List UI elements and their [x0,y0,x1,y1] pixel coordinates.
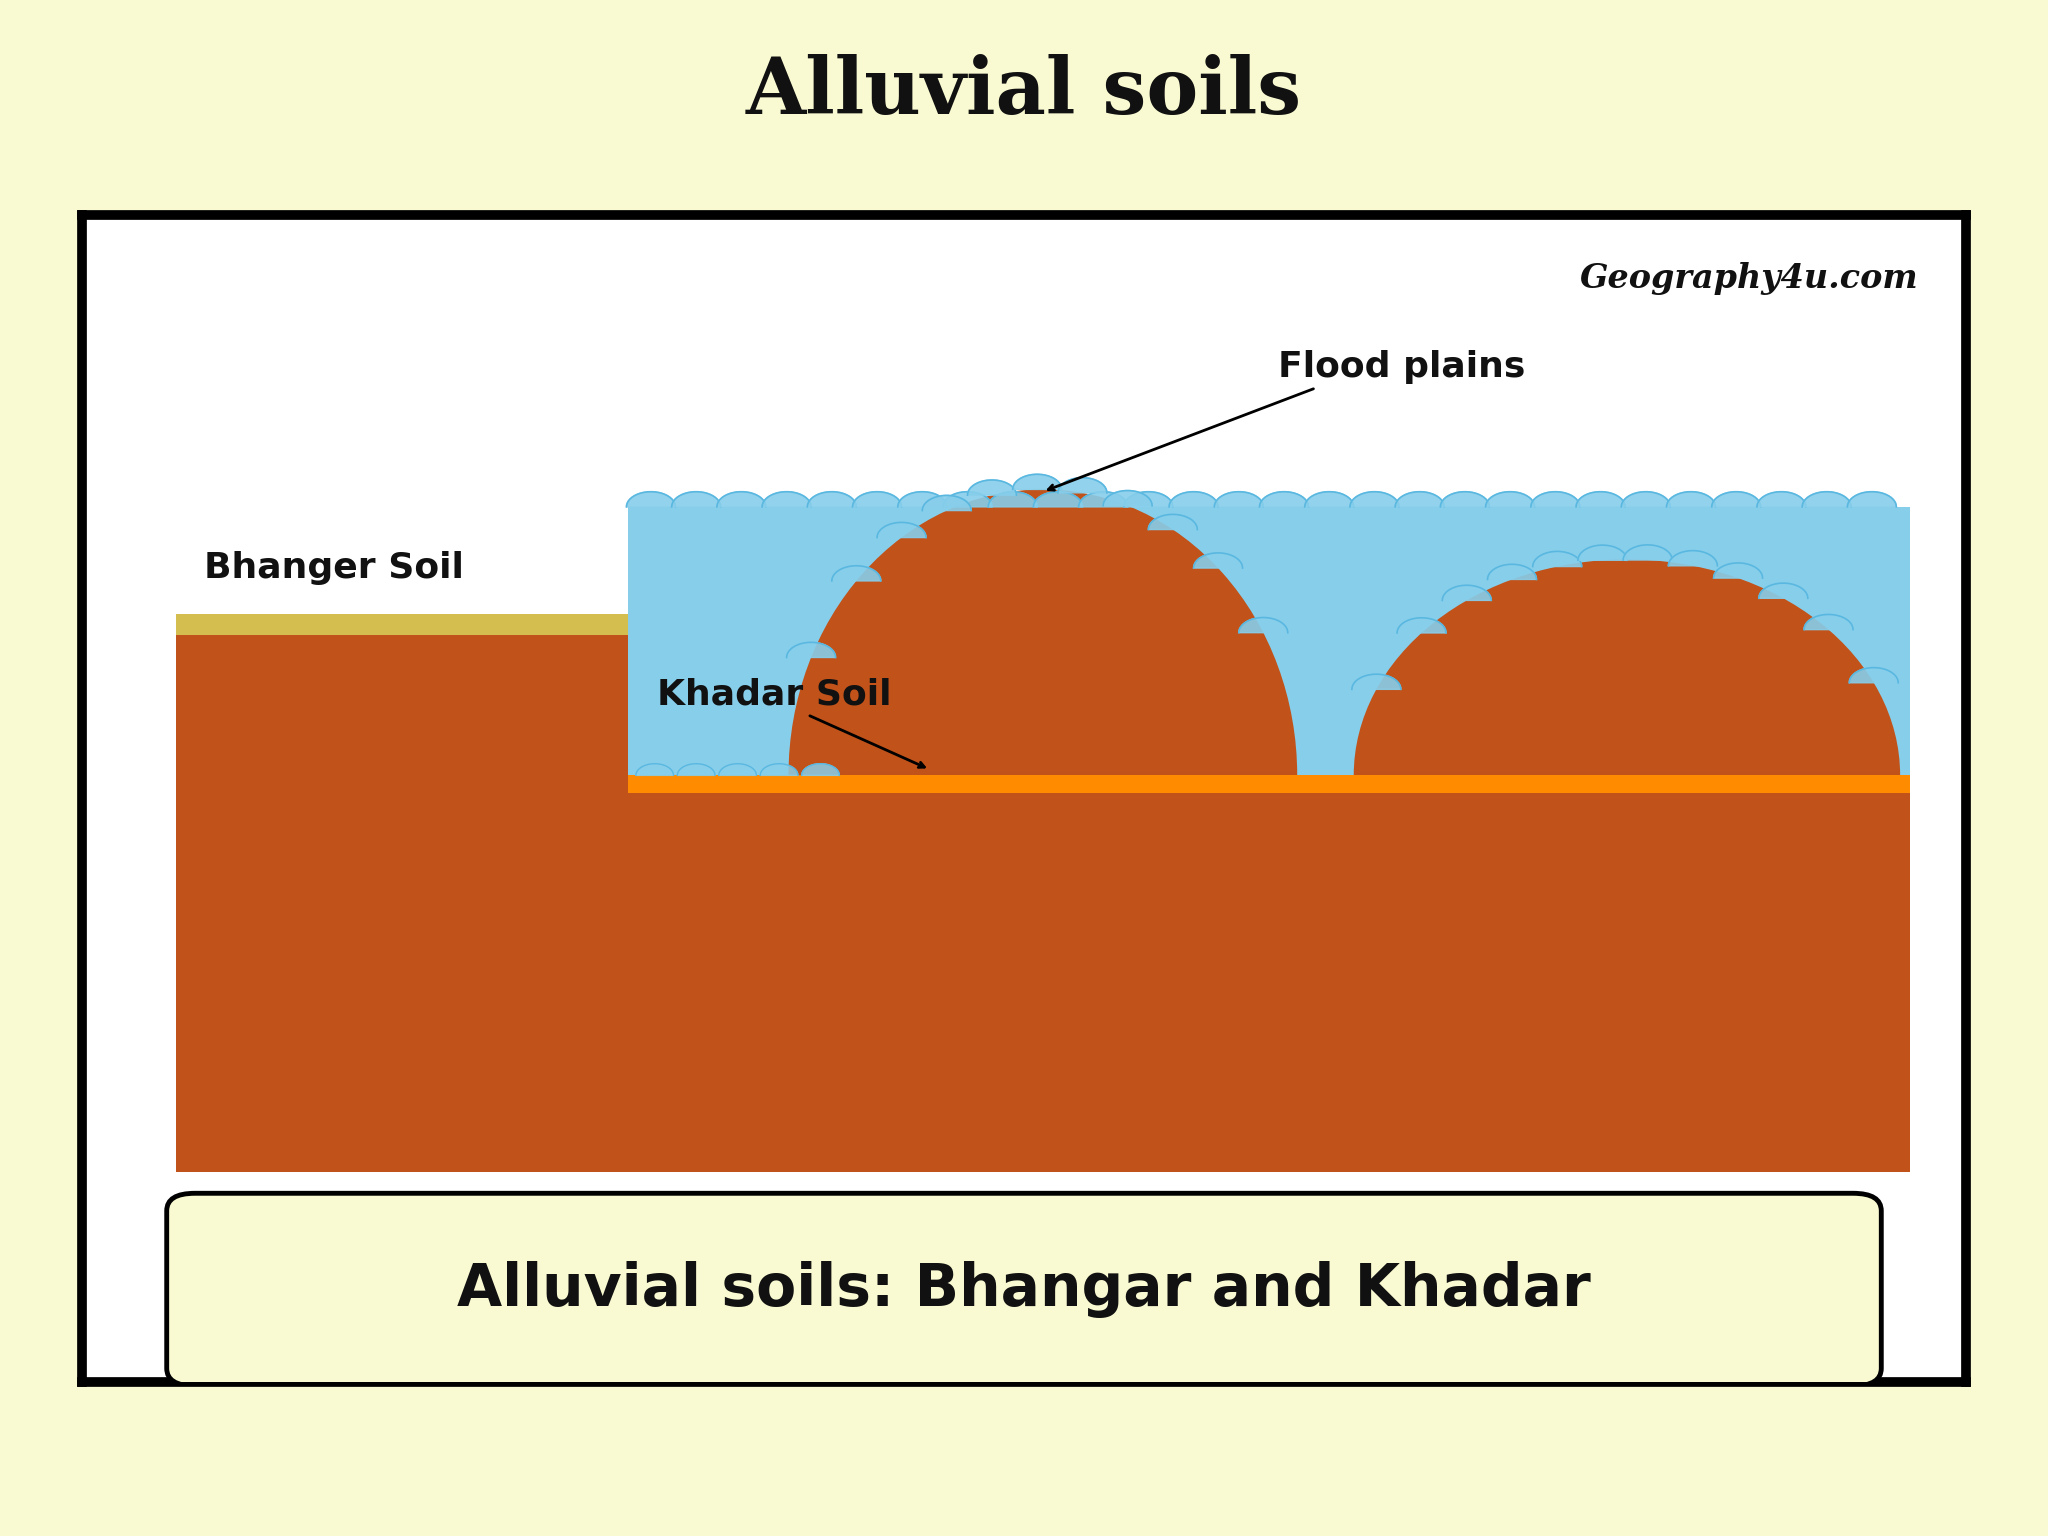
Polygon shape [989,492,1036,507]
Text: Alluvial soils: Alluvial soils [745,54,1303,131]
Polygon shape [1124,492,1174,507]
Polygon shape [717,492,766,507]
Polygon shape [1530,492,1579,507]
Polygon shape [1395,492,1444,507]
Text: Alluvial soils: Bhangar and Khadar: Alluvial soils: Bhangar and Khadar [457,1261,1591,1318]
Polygon shape [1149,515,1198,530]
Polygon shape [786,642,836,657]
Ellipse shape [1354,559,1901,991]
Polygon shape [1847,492,1896,507]
Polygon shape [760,763,799,776]
Polygon shape [1034,492,1083,507]
Polygon shape [629,776,1909,793]
Polygon shape [672,492,721,507]
Polygon shape [1669,551,1718,565]
Polygon shape [922,496,971,510]
Polygon shape [1577,545,1626,561]
Polygon shape [1079,492,1128,507]
Polygon shape [1194,553,1243,568]
Polygon shape [678,763,715,776]
Polygon shape [1214,492,1264,507]
Polygon shape [1104,490,1153,505]
Polygon shape [1757,492,1806,507]
Polygon shape [1577,492,1624,507]
Polygon shape [1487,564,1536,579]
Polygon shape [1802,492,1851,507]
Polygon shape [627,492,676,507]
Polygon shape [1804,614,1853,630]
Polygon shape [1397,617,1446,633]
Polygon shape [1759,584,1808,599]
Polygon shape [1485,492,1534,507]
Polygon shape [807,492,856,507]
Ellipse shape [788,490,1296,1061]
Polygon shape [629,507,1909,776]
Polygon shape [635,763,674,776]
Polygon shape [1624,545,1671,561]
Polygon shape [1440,492,1489,507]
Polygon shape [1712,492,1761,507]
Polygon shape [176,636,1909,1172]
Polygon shape [877,522,926,538]
FancyBboxPatch shape [166,1193,1882,1385]
Polygon shape [1305,492,1354,507]
Polygon shape [967,481,1016,495]
Polygon shape [1169,492,1219,507]
Polygon shape [176,614,629,636]
Polygon shape [801,763,840,776]
Text: Geography4u.com: Geography4u.com [1581,261,1919,295]
Polygon shape [1239,617,1288,633]
Polygon shape [1442,585,1491,601]
Polygon shape [1714,564,1763,578]
Polygon shape [1352,674,1401,690]
Polygon shape [897,492,946,507]
Polygon shape [1532,551,1581,567]
Polygon shape [1667,492,1716,507]
Polygon shape [1350,492,1399,507]
Polygon shape [852,492,901,507]
Polygon shape [942,492,991,507]
Polygon shape [1622,492,1671,507]
Polygon shape [1012,475,1061,490]
Polygon shape [762,492,811,507]
Polygon shape [1059,478,1106,493]
Text: Flood plains: Flood plains [1278,350,1526,384]
Polygon shape [1849,668,1898,684]
Polygon shape [831,565,881,581]
Polygon shape [1260,492,1309,507]
Text: Khadar Soil: Khadar Soil [657,677,891,711]
Text: Bhanger Soil: Bhanger Soil [205,551,465,585]
Polygon shape [719,763,756,776]
